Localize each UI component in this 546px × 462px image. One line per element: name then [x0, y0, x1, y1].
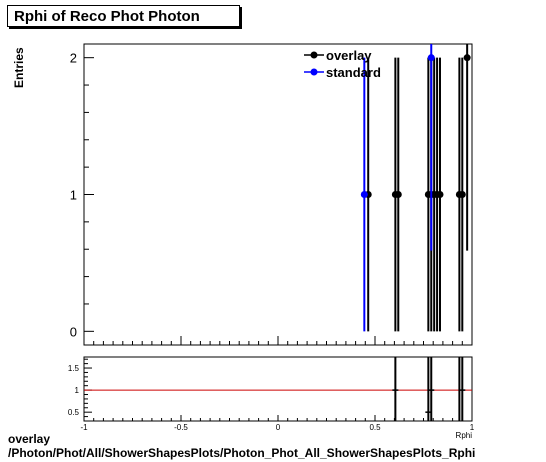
x-tick-label: -0.5 — [174, 423, 188, 432]
main-plot-frame — [83, 43, 473, 346]
chart-title: Rphi of Reco Phot Photon — [7, 5, 240, 27]
legend-marker — [310, 51, 318, 59]
standard-point — [427, 54, 435, 62]
overlay-point — [463, 54, 471, 62]
x-tick-label: 0 — [276, 423, 281, 432]
x-tick-label: 1 — [470, 423, 475, 432]
y-tick-label: 2 — [70, 51, 77, 66]
x-tick-label: -1 — [80, 423, 88, 432]
main-plot: 0 1 2 overlay standard — [70, 43, 473, 346]
overlay-point — [394, 191, 402, 198]
y-axis-label: Entries — [12, 47, 26, 88]
legend: overlay standard — [304, 48, 381, 80]
y-tick-label: 1 — [75, 386, 80, 395]
y-tick-label: 1.5 — [68, 364, 80, 373]
overlay-point — [458, 191, 466, 198]
y-tick-label: 0.5 — [68, 408, 80, 417]
legend-entry: overlay — [326, 48, 372, 63]
legend-marker — [310, 68, 318, 76]
x-tick-label: 0.5 — [369, 423, 381, 432]
y-tick-label: 1 — [70, 188, 77, 203]
ratio-plot-frame — [83, 356, 473, 422]
x-axis-label: Rphi — [456, 431, 473, 440]
standard-point — [360, 191, 368, 198]
legend-entry: standard — [326, 65, 381, 80]
footer-path: /Photon/Phot/All/ShowerShapesPlots/Photo… — [8, 446, 476, 460]
overlay-point — [436, 191, 444, 198]
footer-label: overlay — [8, 432, 51, 446]
y-tick-label: 0 — [70, 324, 77, 339]
